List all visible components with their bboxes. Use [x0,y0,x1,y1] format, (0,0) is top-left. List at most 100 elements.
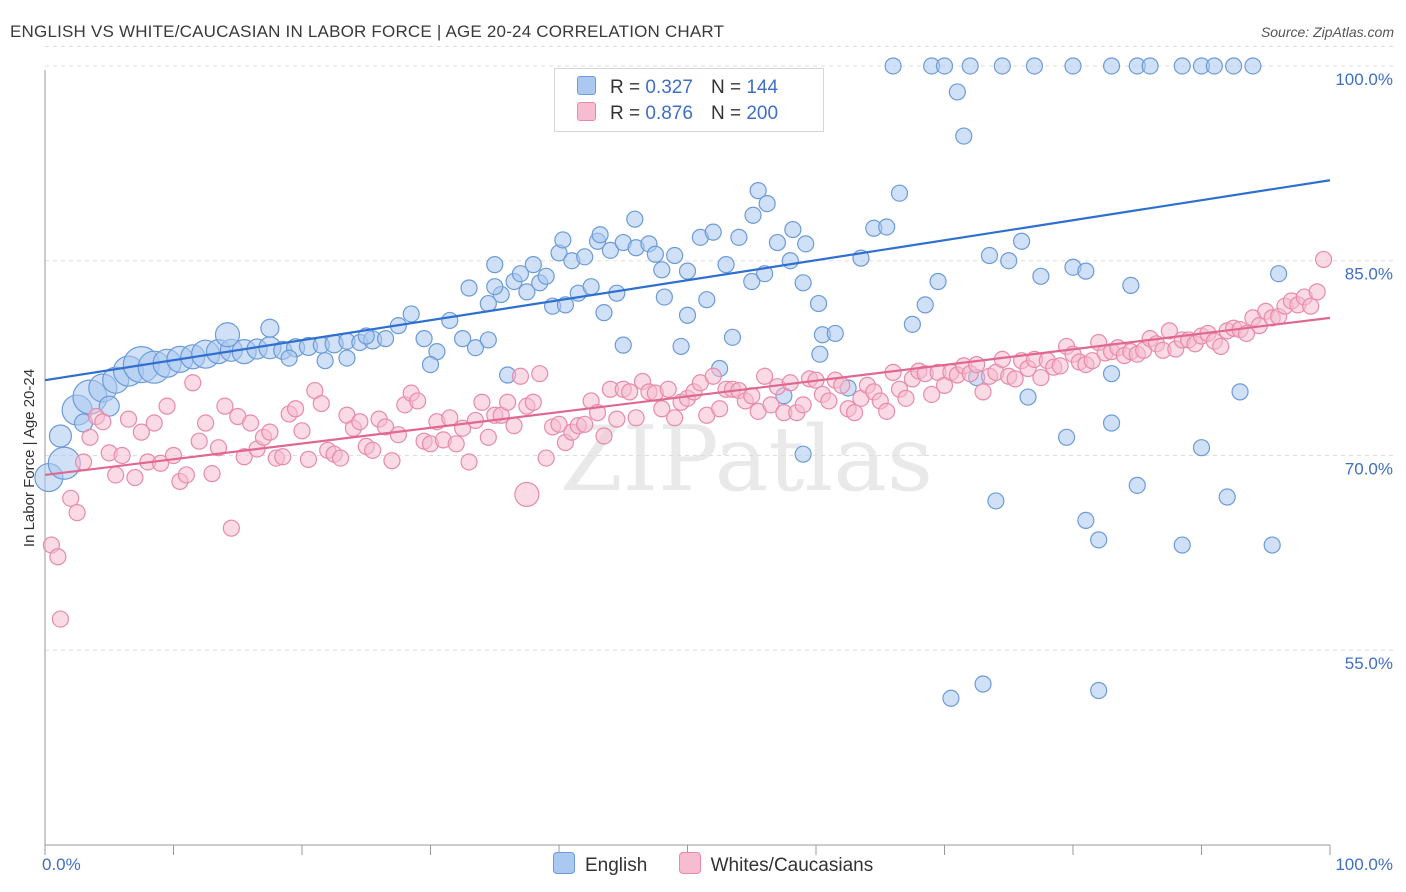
white-point [1302,297,1320,315]
english-point [1025,57,1044,75]
english-point [794,445,812,463]
legend-r-label: R = [610,103,641,124]
legend-r-value-english: 0.327 [645,77,693,98]
white-point [235,448,253,466]
english-point [454,330,472,348]
english-point [591,226,609,244]
legend-item-english[interactable]: English [553,852,647,877]
white-point [286,400,305,418]
english-point [524,256,542,274]
white-point [242,414,260,432]
english-point [1032,267,1050,285]
english-point [1077,262,1095,280]
english-point [1122,276,1140,294]
english-point [554,231,572,249]
english-point [626,210,644,228]
white-point [216,397,234,415]
legend-n-value-english: 144 [746,77,779,98]
english-point [1141,57,1159,75]
english-point [794,274,812,292]
legend-swatch-english [577,76,596,95]
white-point [409,392,427,410]
english-point [678,306,697,324]
white-point [659,380,677,398]
english-point [1102,365,1121,383]
english-point [1102,57,1121,75]
english-point [48,424,73,448]
white-point [81,428,99,446]
english-point [518,283,536,301]
white-point [653,400,671,418]
english-point [955,127,973,145]
white-point [197,414,215,432]
white-point [511,367,530,385]
english-point [784,220,802,239]
white-point [68,504,86,522]
legend-swatch-english [553,852,575,874]
white-point [1083,352,1101,370]
white-point [274,448,292,466]
english-point [1173,536,1191,554]
english-point [479,331,497,349]
white-point [364,441,382,459]
white-point [897,389,915,407]
white-point [177,466,195,484]
english-point [601,241,620,259]
white-point [820,392,838,410]
trend-layer [44,179,1331,477]
english-point [421,355,440,374]
white-point [499,393,517,411]
legend-r-label: R = [610,77,641,98]
english-point [537,267,555,285]
english-point [655,288,673,306]
white-point [794,396,812,414]
english-point [884,57,902,75]
english-point [260,318,280,338]
english-point [1269,265,1288,283]
english-point [1090,681,1108,700]
white-point [537,449,555,467]
legend-label-english: English [585,855,648,876]
english-point [614,336,632,354]
white-point [107,466,125,484]
english-point [974,675,992,693]
white-point [190,432,208,450]
white-point [94,413,112,431]
white-point [132,423,150,441]
english-point [1173,57,1191,75]
english-point [942,689,960,707]
english-point [672,337,690,356]
english-point [608,284,626,302]
english-point [666,246,684,265]
english-point [1090,531,1108,549]
english-point [1218,488,1236,506]
english-point [809,294,828,313]
y-axis-title: In Labor Force | Age 20-24 [21,369,38,547]
english-point [717,256,735,274]
english-point [466,339,485,357]
english-point [929,272,947,291]
english-point [744,206,762,224]
white-point [833,376,851,394]
english-point [1128,476,1146,494]
english-point [1012,232,1031,250]
english-point [214,322,241,348]
white-point [704,367,722,385]
english-point [441,311,459,330]
white-point [383,452,401,470]
english-point [903,315,921,333]
english-point [479,294,497,313]
white-point [968,355,986,374]
white-point [158,397,176,415]
white-point [447,435,465,453]
legend-item-white[interactable]: Whites/Caucasians [678,852,873,877]
english-point [758,194,776,213]
white-point [466,411,485,430]
series-english [34,57,1288,707]
white-point [1308,283,1326,301]
white-point [299,450,318,468]
white-point [762,396,780,414]
series-white [42,250,1333,628]
english-point [1000,252,1018,270]
